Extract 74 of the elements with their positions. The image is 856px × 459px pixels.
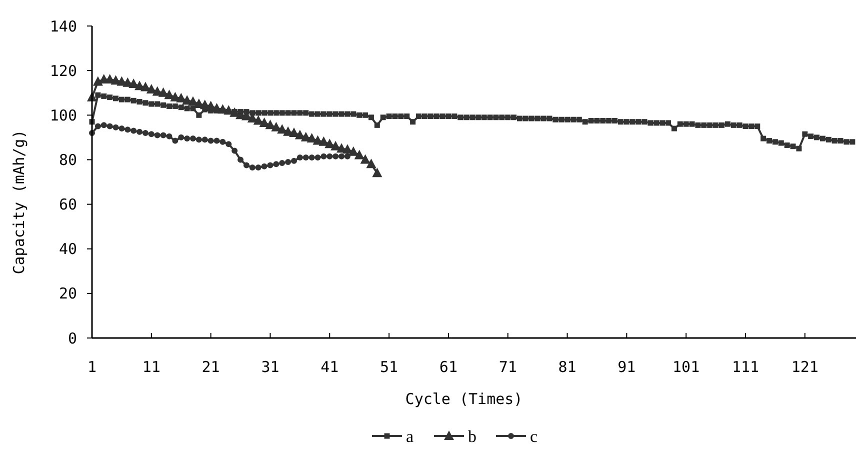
point bbox=[184, 136, 190, 142]
x-tick-label: 61 bbox=[439, 358, 458, 376]
point bbox=[142, 130, 148, 136]
point bbox=[118, 126, 125, 132]
y-tick-label: 60 bbox=[58, 196, 77, 214]
y-tick-label: 100 bbox=[50, 106, 77, 124]
point bbox=[124, 126, 131, 133]
x-tick-label: 51 bbox=[380, 358, 398, 376]
point bbox=[326, 153, 333, 160]
point bbox=[106, 123, 113, 130]
x-tick-label: 91 bbox=[618, 358, 636, 376]
legend-label: b bbox=[468, 426, 476, 446]
x-tick-label: 41 bbox=[320, 358, 339, 376]
point bbox=[314, 154, 321, 160]
point bbox=[366, 158, 376, 168]
y-tick-label: 140 bbox=[50, 17, 77, 36]
y-tick-label: 0 bbox=[68, 329, 77, 348]
y-tick-label: 40 bbox=[58, 240, 77, 258]
point bbox=[249, 164, 256, 171]
legend-label: a bbox=[406, 426, 414, 446]
point bbox=[255, 164, 262, 171]
x-tick-label: 111 bbox=[732, 358, 760, 376]
point bbox=[308, 154, 315, 160]
point bbox=[136, 128, 143, 135]
point bbox=[148, 131, 154, 138]
point bbox=[172, 138, 178, 144]
point bbox=[296, 154, 303, 160]
point bbox=[112, 124, 119, 130]
point bbox=[130, 128, 137, 134]
point bbox=[372, 168, 382, 178]
point bbox=[166, 133, 172, 140]
point bbox=[220, 138, 226, 145]
point bbox=[302, 154, 309, 160]
x-tick-label: 31 bbox=[261, 358, 280, 376]
x-tick-label: 11 bbox=[142, 358, 160, 376]
point bbox=[354, 150, 364, 160]
y-tick-label: 80 bbox=[58, 150, 77, 169]
point bbox=[360, 154, 370, 164]
point bbox=[178, 134, 184, 140]
point bbox=[214, 138, 220, 144]
point bbox=[154, 132, 160, 138]
point bbox=[226, 141, 232, 148]
point bbox=[320, 153, 327, 160]
x-tick-label: 121 bbox=[791, 358, 818, 376]
x-tick-label: 1 bbox=[87, 358, 97, 376]
point bbox=[288, 127, 299, 137]
point bbox=[238, 156, 244, 163]
x-tick-label: 101 bbox=[672, 358, 700, 376]
point bbox=[208, 138, 214, 144]
y-tick-label: 120 bbox=[50, 62, 77, 80]
y-axis-title: Capacity (mAh/g) bbox=[10, 130, 28, 274]
y-tick-label: 20 bbox=[58, 284, 77, 303]
point bbox=[279, 160, 286, 166]
point bbox=[273, 161, 280, 168]
point bbox=[338, 153, 345, 160]
point bbox=[267, 162, 274, 168]
point bbox=[285, 158, 292, 165]
point bbox=[160, 132, 166, 138]
legend-label: c bbox=[530, 426, 538, 446]
point bbox=[202, 136, 208, 143]
point bbox=[290, 158, 297, 164]
x-tick-label: 71 bbox=[498, 358, 517, 376]
point bbox=[261, 163, 268, 170]
point bbox=[196, 136, 202, 143]
point bbox=[94, 123, 101, 130]
point bbox=[190, 136, 196, 142]
point bbox=[332, 153, 339, 160]
point bbox=[232, 148, 238, 154]
x-axis-title: Cycle (Times) bbox=[405, 390, 523, 408]
x-tick-label: 81 bbox=[558, 358, 576, 376]
x-tick-label: 21 bbox=[202, 358, 220, 376]
point bbox=[100, 122, 107, 128]
point bbox=[243, 162, 250, 168]
point bbox=[344, 153, 350, 160]
